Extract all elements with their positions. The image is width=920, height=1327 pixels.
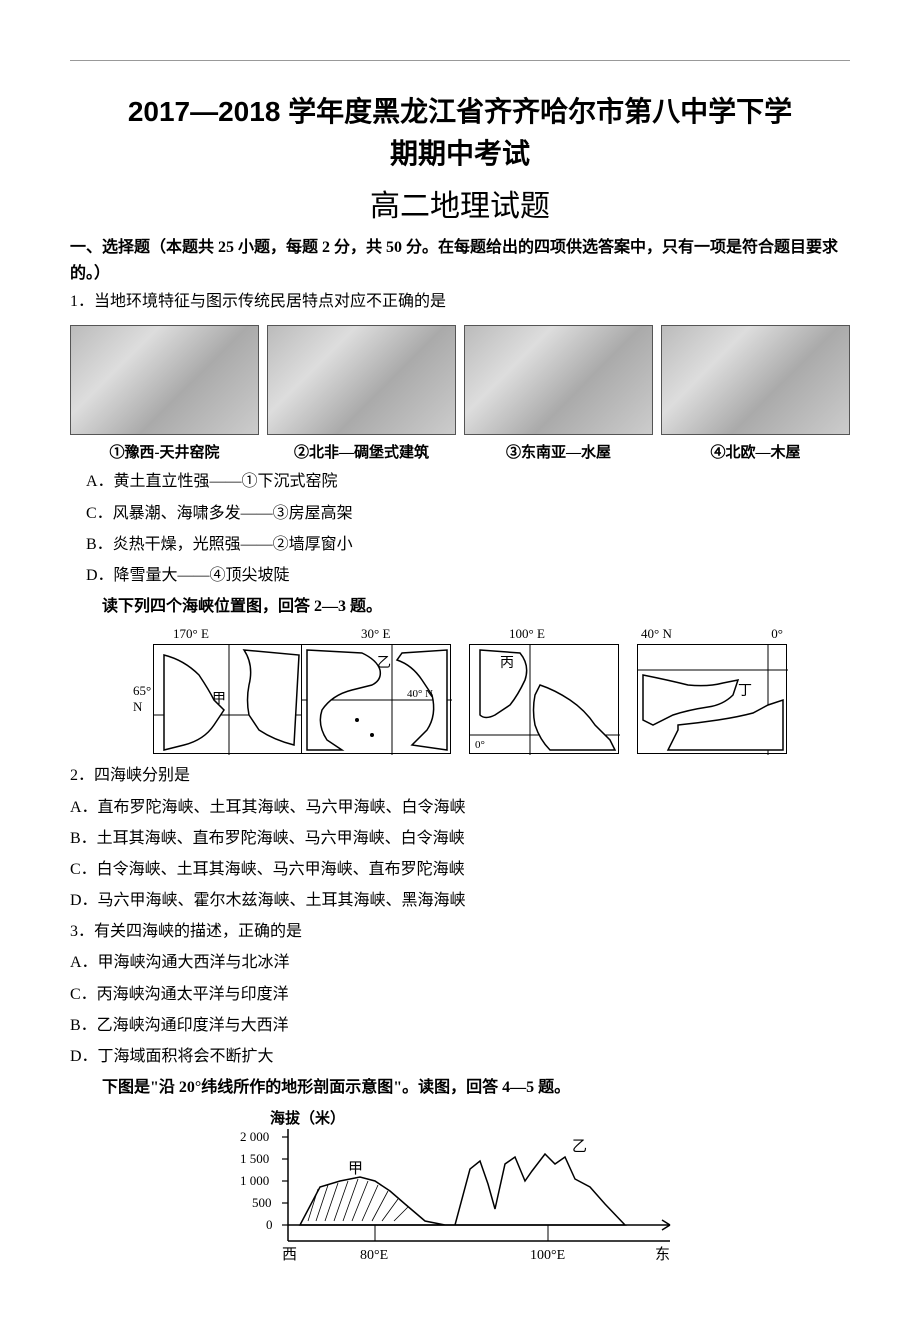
strait-2: 30° E 乙 40° N	[301, 626, 451, 754]
title-line-1: 2017—2018 学年度黑龙江省齐齐哈尔市第八中学下学	[70, 91, 850, 133]
q1-option-a: A．黄土直立性强——①下沉式窑院	[70, 468, 850, 495]
ytick-500: 500	[252, 1195, 272, 1210]
strait-4-right-label: 0°	[771, 626, 783, 642]
q1-caption-2: ②北非—碉堡式建筑	[294, 441, 429, 462]
mark-jia: 甲	[348, 1161, 363, 1177]
q4-5-intro: 下图是"沿 20°纬线所作的地形剖面示意图"。读图，回答 4—5 题。	[70, 1074, 850, 1101]
strait-4: 40° N 0° 丁	[637, 626, 787, 754]
strait-3: 100° E 丙 0°	[469, 626, 619, 754]
profile-chart: 海拔（米） 2 000 1 500 1 000 500 0	[70, 1109, 850, 1279]
q2-text: 2．四海峡分别是	[70, 762, 850, 789]
svg-text:乙: 乙	[377, 655, 391, 671]
q3-option-c: C．丙海峡沟通太平洋与印度洋	[70, 981, 850, 1008]
q1-image-4: ④北欧—木屋	[661, 325, 850, 462]
title-line-2: 期期中考试	[70, 133, 850, 175]
hatching	[308, 1179, 408, 1221]
xlabel-80e: 80°E	[360, 1248, 388, 1263]
q3-option-a: A．甲海峡沟通大西洋与北冰洋	[70, 949, 850, 976]
q1-caption-4: ④北欧—木屋	[710, 441, 800, 462]
q1-caption-3: ③东南亚—水屋	[506, 441, 611, 462]
q1-text: 1．当地环境特征与图示传统民居特点对应不正确的是	[70, 288, 850, 315]
strait-2-top: 30° E	[301, 626, 451, 642]
strait-3-map: 丙 0°	[469, 644, 619, 754]
strait-4-map: 丁	[637, 644, 787, 754]
house-image-4	[661, 325, 850, 435]
house-image-1	[70, 325, 259, 435]
house-image-3	[464, 325, 653, 435]
strait-1-top: 170° E	[133, 626, 283, 642]
q1-image-1: ①豫西-天井窑院	[70, 325, 259, 462]
q1-option-c: C．风暴潮、海啸多发——③房屋高架	[70, 500, 850, 527]
straits-row: 170° E 65° N 甲 30° E	[70, 626, 850, 754]
strait-1-map: 甲	[153, 644, 303, 754]
profile-svg: 海拔（米） 2 000 1 500 1 000 500 0	[230, 1109, 690, 1279]
xlabel-east: 东	[655, 1246, 670, 1263]
q1-image-3: ③东南亚—水屋	[464, 325, 653, 462]
strait-1-side: 65° N	[133, 683, 151, 715]
ytick-2000: 2 000	[240, 1129, 269, 1144]
q2-option-d: D．马六甲海峡、霍尔木兹海峡、土耳其海峡、黑海海峡	[70, 887, 850, 914]
xlabel-100e: 100°E	[530, 1248, 565, 1263]
q1-image-2: ②北非—碉堡式建筑	[267, 325, 456, 462]
svg-text:丙: 丙	[500, 656, 514, 671]
q2-option-a: A．直布罗陀海峡、土耳其海峡、马六甲海峡、白令海峡	[70, 794, 850, 821]
top-divider	[70, 60, 850, 61]
svg-text:甲: 甲	[212, 692, 226, 707]
strait-2-map: 乙 40° N	[301, 644, 451, 754]
q1-option-d: D．降雪量大——④顶尖坡陡	[70, 562, 850, 589]
strait-4-top: 40° N 0°	[637, 626, 787, 642]
svg-text:40° N: 40° N	[407, 688, 433, 700]
ylabel: 海拔（米）	[270, 1109, 345, 1127]
q2-3-intro: 读下列四个海峡位置图，回答 2—3 题。	[70, 593, 850, 620]
svg-text:丁: 丁	[738, 684, 752, 699]
strait-1: 170° E 65° N 甲	[133, 626, 283, 754]
q2-option-b: B．土耳其海峡、直布罗陀海峡、马六甲海峡、白令海峡	[70, 825, 850, 852]
q3-option-d: D．丁海域面积将会不断扩大	[70, 1043, 850, 1070]
strait-4-left-label: 40° N	[641, 626, 672, 642]
q2-option-c: C．白令海峡、土耳其海峡、马六甲海峡、直布罗陀海峡	[70, 856, 850, 883]
q3-text: 3．有关四海峡的描述，正确的是	[70, 918, 850, 945]
mark-yi: 乙	[572, 1139, 587, 1155]
strait-3-top: 100° E	[469, 626, 619, 642]
section-1-header: 一、选择题（本题共 25 小题，每题 2 分，共 50 分。在每题给出的四项供选…	[70, 235, 850, 286]
q1-option-b: B．炎热干燥，光照强——②墙厚窗小	[70, 531, 850, 558]
q1-caption-1: ①豫西-天井窑院	[110, 441, 220, 462]
xlabel-west: 西	[282, 1247, 297, 1263]
svg-text:0°: 0°	[475, 739, 485, 751]
ytick-1500: 1 500	[240, 1151, 269, 1166]
ytick-1000: 1 000	[240, 1173, 269, 1188]
ytick-0: 0	[266, 1217, 273, 1232]
house-image-2	[267, 325, 456, 435]
subtitle: 高二地理试题	[70, 181, 850, 225]
q3-option-b: B．乙海峡沟通印度洋与大西洋	[70, 1012, 850, 1039]
q1-images-row: ①豫西-天井窑院 ②北非—碉堡式建筑 ③东南亚—水屋 ④北欧—木屋	[70, 325, 850, 462]
